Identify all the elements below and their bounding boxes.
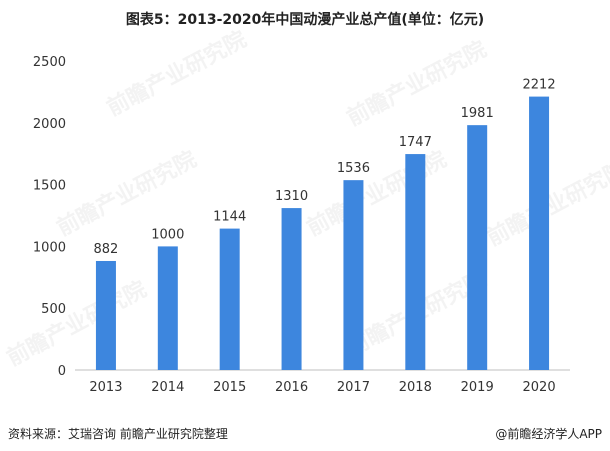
data-labels: 882 1000 1144 1310 1536 1747 1981 2212 xyxy=(94,78,556,257)
x-tick-label-2015: 2015 xyxy=(213,380,246,395)
y-tick-label: 2500 xyxy=(33,55,66,70)
y-tick-label: 0 xyxy=(58,364,66,379)
y-tick-label: 1500 xyxy=(33,179,66,194)
x-tick-label-2017: 2017 xyxy=(337,380,370,395)
watermark-text: 前瞻产业研究院 xyxy=(103,26,251,121)
x-tick-label-2016: 2016 xyxy=(275,380,308,395)
data-label-2019: 1981 xyxy=(461,106,494,121)
bar-2020 xyxy=(529,96,550,370)
watermark-text: 前瞻产业研究院 xyxy=(303,146,451,241)
data-label-2018: 1747 xyxy=(399,135,432,150)
bars xyxy=(95,96,550,370)
credit-note: @前瞻经济学人APP xyxy=(495,427,602,441)
y-tick-label: 500 xyxy=(41,302,66,317)
y-axis: 0 500 1000 1500 2000 2500 xyxy=(33,55,66,379)
x-tick-label-2014: 2014 xyxy=(151,380,184,395)
bar-2015 xyxy=(219,228,240,370)
y-tick-label: 2000 xyxy=(33,117,66,132)
bar-2018 xyxy=(405,154,426,370)
data-label-2013: 882 xyxy=(94,242,119,257)
x-axis: 2013 2014 2015 2016 2017 2018 2019 2020 xyxy=(89,380,555,395)
data-label-2014: 1000 xyxy=(151,227,184,242)
chart-title: 图表5：2013-2020年中国动漫产业总产值(单位：亿元) xyxy=(125,12,485,28)
bar-2019 xyxy=(467,125,488,370)
data-label-2020: 2212 xyxy=(523,78,556,93)
x-tick-label-2019: 2019 xyxy=(461,380,494,395)
source-note: 资料来源：艾瑞咨询 前瞻产业研究院整理 xyxy=(8,427,228,441)
data-label-2015: 1144 xyxy=(213,210,246,225)
bar-2017 xyxy=(343,180,364,370)
data-label-2017: 1536 xyxy=(337,161,370,176)
x-tick-label-2013: 2013 xyxy=(89,380,122,395)
bar-2013 xyxy=(95,260,116,370)
data-label-2016: 1310 xyxy=(275,189,308,204)
bar-2014 xyxy=(157,246,178,370)
bar-2016 xyxy=(281,208,302,370)
x-tick-label-2020: 2020 xyxy=(523,380,556,395)
y-tick-label: 1000 xyxy=(33,240,66,255)
watermark-text: 前瞻产业研究院 xyxy=(3,276,151,371)
x-tick-label-2018: 2018 xyxy=(399,380,432,395)
